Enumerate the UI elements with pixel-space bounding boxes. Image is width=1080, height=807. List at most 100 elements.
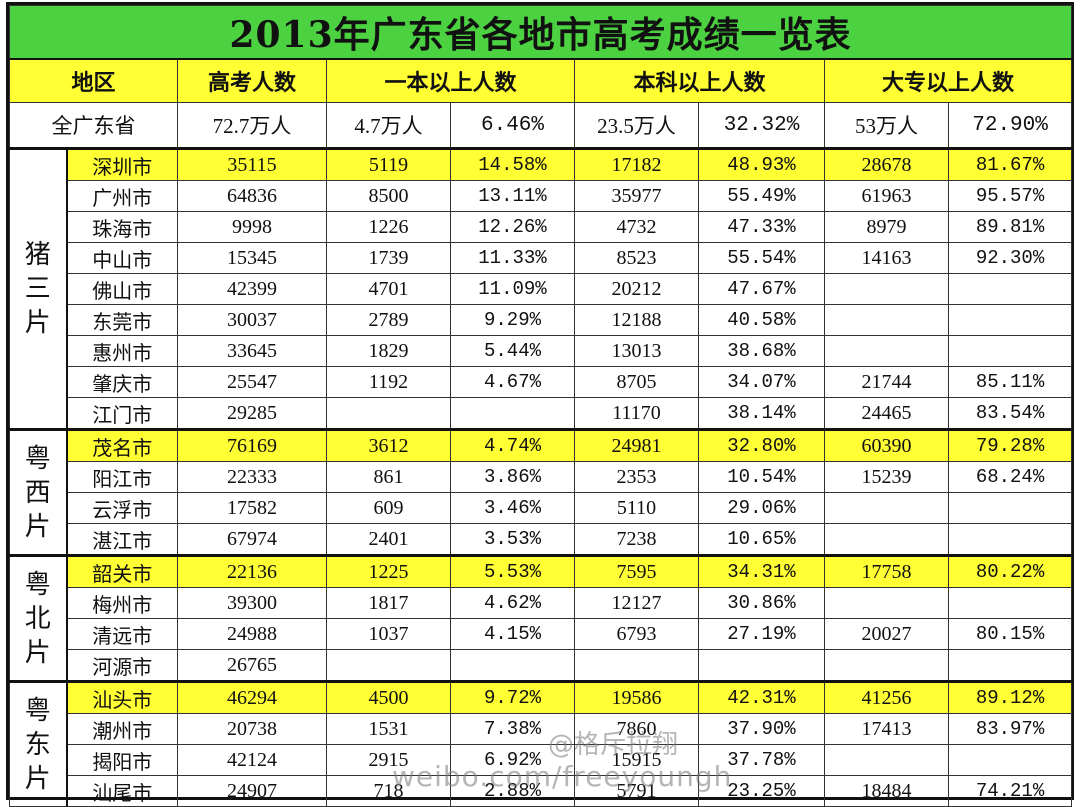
college-count: 28678 bbox=[824, 147, 949, 181]
score-table: 2013年广东省各地市高考成绩一览表 地区 高考人数 一本以上人数 本科以上人数… bbox=[8, 5, 1073, 807]
exam-takers: 33645 bbox=[177, 335, 327, 367]
bachelor-count: 2353 bbox=[574, 461, 699, 493]
table-row: 珠海市 9998 1226 12.26% 4732 47.33% 8979 89.81% bbox=[10, 211, 1073, 243]
city-name: 珠海市 bbox=[66, 211, 178, 243]
bachelor-pct: 55.54% bbox=[698, 242, 825, 274]
bachelor-count: 15915 bbox=[574, 744, 699, 776]
table-row: 中山市 15345 1739 11.33% 8523 55.54% 14163 92.30% bbox=[10, 242, 1073, 274]
college-count: 60390 bbox=[824, 428, 949, 462]
bachelor-pct: 23.25% bbox=[698, 775, 825, 807]
exam-takers: 76169 bbox=[177, 428, 327, 462]
bachelor-count: 35977 bbox=[574, 180, 699, 212]
college-count: 18484 bbox=[824, 775, 949, 807]
tier1-pct: 12.26% bbox=[450, 211, 575, 243]
college-count bbox=[824, 587, 949, 619]
city-name: 韶关市 bbox=[66, 554, 178, 588]
tier1-pct: 11.33% bbox=[450, 242, 575, 274]
tier1-count: 1739 bbox=[326, 242, 451, 274]
city-name: 湛江市 bbox=[66, 523, 178, 556]
tier1-count: 1829 bbox=[326, 335, 451, 367]
bachelor-pct: 55.49% bbox=[698, 180, 825, 212]
table-row: 惠州市 33645 1829 5.44% 13013 38.68% bbox=[10, 335, 1073, 367]
bachelor-count: 12188 bbox=[574, 304, 699, 336]
bachelor-pct bbox=[698, 649, 825, 682]
bachelor-count: 20212 bbox=[574, 273, 699, 305]
tier1-pct: 11.09% bbox=[450, 273, 575, 305]
tier1-pct: 3.86% bbox=[450, 461, 575, 493]
city-name: 汕头市 bbox=[66, 680, 178, 714]
province-college-count: 53万人 bbox=[824, 102, 949, 150]
table-row: 江门市 29285 11170 38.14% 24465 83.54% bbox=[10, 397, 1073, 430]
bachelor-count: 4732 bbox=[574, 211, 699, 243]
province-tier1-pct: 6.46% bbox=[450, 102, 575, 150]
bachelor-pct: 38.68% bbox=[698, 335, 825, 367]
exam-takers: 22333 bbox=[177, 461, 327, 493]
tier1-count: 1037 bbox=[326, 618, 451, 650]
college-count bbox=[824, 523, 949, 556]
tier1-count: 4500 bbox=[326, 680, 451, 714]
college-count: 21744 bbox=[824, 366, 949, 398]
college-pct: 74.21% bbox=[947, 775, 1073, 807]
bachelor-pct: 47.67% bbox=[698, 273, 825, 305]
header-region: 地区 bbox=[9, 58, 178, 103]
exam-takers: 42399 bbox=[177, 273, 327, 305]
bachelor-pct: 34.07% bbox=[698, 366, 825, 398]
bachelor-count: 8523 bbox=[574, 242, 699, 274]
table-row: 梅州市 39300 1817 4.62% 12127 30.86% bbox=[10, 587, 1073, 619]
bachelor-pct: 48.93% bbox=[698, 147, 825, 181]
table-row: 汕尾市 24907 718 2.88% 5791 23.25% 18484 74.21% bbox=[10, 775, 1073, 807]
tier1-pct: 13.11% bbox=[450, 180, 575, 212]
city-name: 云浮市 bbox=[66, 492, 178, 524]
college-pct: 80.22% bbox=[947, 554, 1073, 588]
college-count: 17758 bbox=[824, 554, 949, 588]
college-count bbox=[824, 335, 949, 367]
table-row: 粤北片韶关市 22136 1225 5.53% 7595 34.31% 17758 80.22… bbox=[9, 554, 1073, 682]
tier1-pct: 7.38% bbox=[450, 713, 575, 745]
college-count bbox=[824, 304, 949, 336]
province-college-pct: 72.90% bbox=[947, 102, 1073, 150]
tier1-pct: 9.29% bbox=[450, 304, 575, 336]
city-name: 惠州市 bbox=[66, 335, 178, 367]
city-name: 河源市 bbox=[66, 649, 178, 682]
college-count: 8979 bbox=[824, 211, 949, 243]
college-count: 15239 bbox=[824, 461, 949, 493]
city-name: 阳江市 bbox=[66, 461, 178, 493]
tier1-count: 1817 bbox=[326, 587, 451, 619]
table-row: 佛山市 42399 4701 11.09% 20212 47.67% bbox=[10, 273, 1073, 305]
city-name: 广州市 bbox=[66, 180, 178, 212]
header-tier1: 一本以上人数 bbox=[326, 58, 575, 103]
college-pct: 85.11% bbox=[947, 366, 1073, 398]
bachelor-pct: 27.19% bbox=[698, 618, 825, 650]
header-exam-takers: 高考人数 bbox=[177, 58, 327, 103]
bachelor-count: 17182 bbox=[574, 147, 699, 181]
tier1-pct: 9.72% bbox=[450, 680, 575, 714]
bachelor-pct: 38.14% bbox=[698, 397, 825, 430]
tier1-pct: 4.62% bbox=[450, 587, 575, 619]
header-bachelor: 本科以上人数 bbox=[574, 58, 825, 103]
college-pct: 89.12% bbox=[947, 680, 1073, 714]
bachelor-count: 5110 bbox=[574, 492, 699, 524]
exam-takers: 39300 bbox=[177, 587, 327, 619]
bachelor-count bbox=[574, 649, 699, 682]
city-name: 汕尾市 bbox=[66, 775, 178, 807]
exam-takers: 35115 bbox=[177, 147, 327, 181]
college-pct: 68.24% bbox=[947, 461, 1073, 493]
bachelor-count: 19586 bbox=[574, 680, 699, 714]
header-college: 大专以上人数 bbox=[823, 58, 1073, 103]
province-total: 72.7万人 bbox=[177, 102, 327, 150]
province-bachelor-pct: 32.32% bbox=[698, 102, 825, 150]
zone-label: 粤东片 bbox=[9, 680, 68, 807]
bachelor-count: 7238 bbox=[574, 523, 699, 556]
table-row: 阳江市 22333 861 3.86% 2353 10.54% 15239 68.24% bbox=[10, 461, 1073, 493]
tier1-count: 609 bbox=[326, 492, 451, 524]
bachelor-count: 5791 bbox=[574, 775, 699, 807]
bachelor-count: 7595 bbox=[574, 554, 699, 588]
zone-label: 粤北片 bbox=[9, 554, 68, 682]
city-name: 中山市 bbox=[66, 242, 178, 274]
exam-takers: 29285 bbox=[177, 397, 327, 430]
zone-label: 粤西片 bbox=[9, 428, 68, 556]
college-count: 17413 bbox=[824, 713, 949, 745]
tier1-count: 8500 bbox=[326, 180, 451, 212]
score-table-sheet: 2013年广东省各地市高考成绩一览表 地区 高考人数 一本以上人数 本科以上人数… bbox=[6, 2, 1074, 807]
tier1-count: 1531 bbox=[326, 713, 451, 745]
